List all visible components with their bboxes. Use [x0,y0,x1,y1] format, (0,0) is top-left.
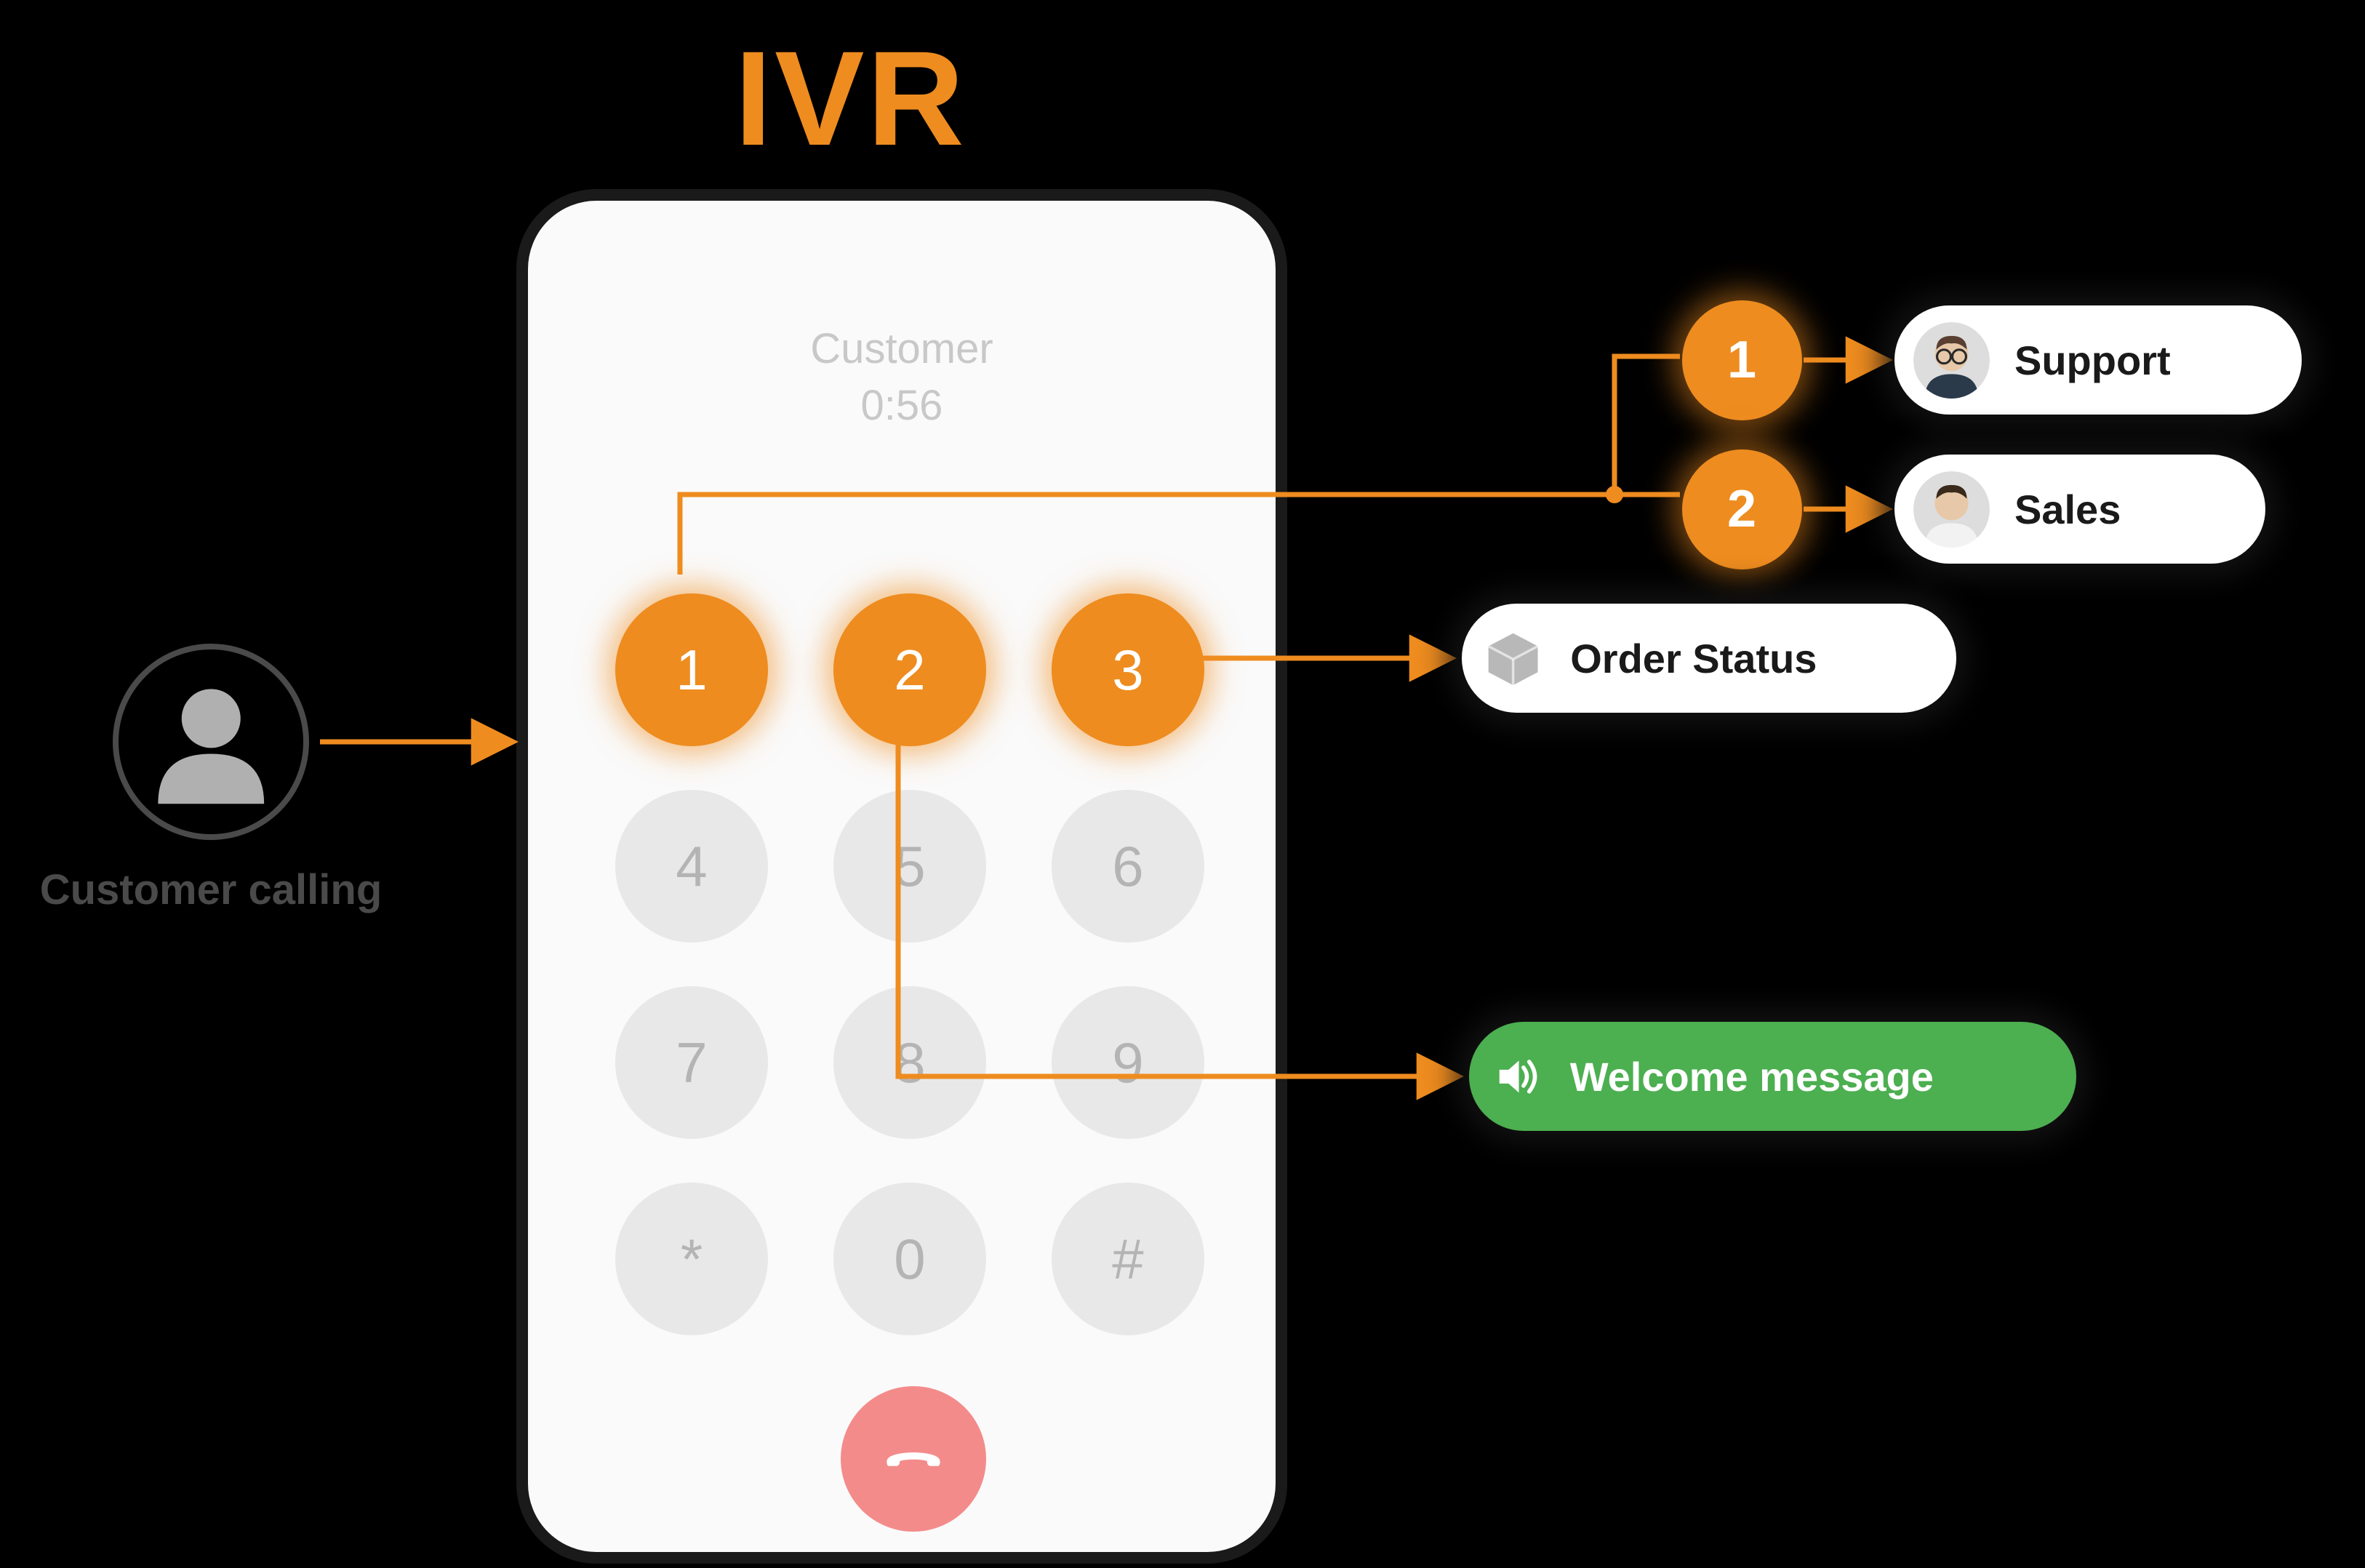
submenu-badge-1[interactable]: 1 [1682,300,1802,420]
phone-hangup-icon [881,1426,946,1492]
dest-pill-support[interactable]: Support [1894,305,2302,415]
dial-key-#[interactable]: # [1052,1183,1204,1335]
call-name: Customer [528,324,1276,373]
pill-label: Order Status [1570,635,1817,682]
dial-key-4[interactable]: 4 [615,790,768,943]
box-icon [1481,625,1545,690]
connector-junction [1606,486,1623,503]
avatar-icon [1913,471,1990,548]
pill-label: Welcome message [1570,1053,1934,1100]
dial-keypad: 123 456 789 * 0 # [615,593,1204,1335]
dial-key-8[interactable]: 8 [833,986,986,1139]
dial-key-0[interactable]: 0 [833,1183,986,1335]
diagram-canvas: IVR Customer calling Customer 0:56 12345… [0,0,2365,1568]
connector-junction-to-1 [1614,356,1680,495]
dest-pill-welcome[interactable]: Welcome message [1469,1022,2076,1131]
submenu-badge-2[interactable]: 2 [1682,449,1802,569]
dial-key-1[interactable]: 1 [615,593,768,746]
pill-label: Support [2014,337,2171,384]
phone-frame: Customer 0:56 123 456 789 * 0 # [516,189,1287,1564]
dial-key-9[interactable]: 9 [1052,986,1204,1139]
dial-key-3[interactable]: 3 [1052,593,1204,746]
pill-label: Sales [2014,486,2121,533]
dest-pill-sales[interactable]: Sales [1894,455,2265,564]
dial-key-*[interactable]: * [615,1183,768,1335]
title-ivr: IVR [735,22,967,176]
dial-key-5[interactable]: 5 [833,790,986,943]
dial-key-7[interactable]: 7 [615,986,768,1139]
hangup-button[interactable] [841,1386,986,1532]
avatar-icon [1913,322,1990,399]
caller-label: Customer calling [0,865,422,914]
speaker-icon [1488,1048,1545,1105]
call-timer: 0:56 [528,381,1276,430]
person-icon [137,668,285,816]
dest-pill-order[interactable]: Order Status [1462,604,1956,713]
dial-key-6[interactable]: 6 [1052,790,1204,943]
dial-key-2[interactable]: 2 [833,593,986,746]
